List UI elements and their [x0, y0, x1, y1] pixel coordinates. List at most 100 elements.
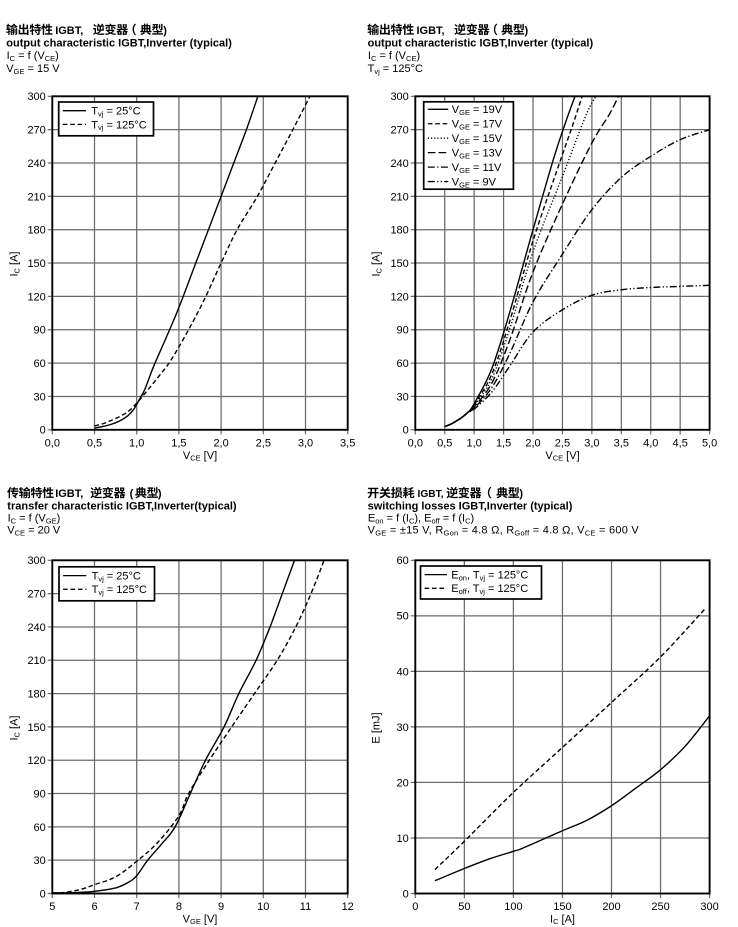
svg-text:IC [A]: IC [A]: [9, 252, 22, 277]
svg-text:9: 9: [218, 901, 224, 913]
svg-text:60: 60: [34, 358, 46, 370]
svg-text:0,0: 0,0: [45, 437, 60, 449]
svg-text:0: 0: [40, 425, 46, 437]
svg-text:IGBT,: IGBT,: [55, 25, 83, 37]
svg-text:IC [A]: IC [A]: [9, 716, 22, 741]
svg-text:3,0: 3,0: [298, 437, 313, 449]
svg-text:VGE [V]: VGE [V]: [183, 913, 218, 926]
svg-text:output characteristic IGBT,Inv: output characteristic IGBT,Inverter (typ…: [6, 37, 232, 49]
svg-text:output characteristic IGBT,Inv: output characteristic IGBT,Inverter (typ…: [368, 37, 594, 49]
svg-text:10: 10: [397, 833, 409, 845]
svg-text:4,0: 4,0: [643, 437, 658, 449]
svg-text:2,5: 2,5: [555, 437, 570, 449]
svg-text:300: 300: [27, 91, 45, 103]
svg-text:270: 270: [27, 589, 45, 601]
svg-text:300: 300: [27, 555, 45, 567]
svg-text:10: 10: [257, 901, 269, 913]
svg-text:5: 5: [49, 901, 55, 913]
svg-text:5,0: 5,0: [702, 437, 717, 449]
svg-text:120: 120: [390, 291, 408, 303]
svg-text:VGE = 19V: VGE = 19V: [452, 104, 503, 117]
svg-text:100: 100: [504, 901, 522, 913]
svg-text:Eoff, Tvj = 125°C: Eoff, Tvj = 125°C: [451, 583, 528, 596]
svg-text:VGE = 9V: VGE = 9V: [452, 176, 497, 189]
svg-text:240: 240: [27, 622, 45, 634]
svg-text:200: 200: [602, 901, 620, 913]
svg-text:2,0: 2,0: [525, 437, 540, 449]
svg-text:90: 90: [397, 325, 409, 337]
svg-text:VGE = 15V: VGE = 15V: [452, 133, 503, 146]
svg-text:VGE = 15 V: VGE = 15 V: [6, 63, 60, 76]
svg-text:7: 7: [134, 901, 140, 913]
svg-text:20: 20: [397, 777, 409, 789]
svg-text:8: 8: [176, 901, 182, 913]
svg-text:0: 0: [403, 425, 409, 437]
svg-text:0: 0: [40, 888, 46, 900]
svg-text:0,5: 0,5: [87, 437, 102, 449]
svg-text:switching losses IGBT,Inverte: switching losses IGBT,Inverter (typical): [368, 500, 573, 512]
svg-text:VGE = 17V: VGE = 17V: [452, 119, 503, 132]
svg-text:0: 0: [412, 901, 418, 913]
svg-text:): ): [519, 488, 523, 500]
svg-text:): ): [158, 488, 162, 500]
svg-text:VGE = 13V: VGE = 13V: [452, 148, 503, 161]
svg-text:11: 11: [300, 901, 311, 913]
svg-text:VCE = 20 V: VCE = 20 V: [7, 525, 61, 538]
svg-text:270: 270: [27, 125, 45, 137]
svg-text:90: 90: [34, 325, 46, 337]
svg-text:60: 60: [34, 822, 46, 834]
svg-text:2,0: 2,0: [213, 437, 228, 449]
svg-text:240: 240: [27, 158, 45, 170]
svg-text:IC [A]: IC [A]: [371, 252, 384, 277]
svg-text:3,0: 3,0: [584, 437, 599, 449]
svg-text:50: 50: [458, 901, 470, 913]
svg-text:VGE = ±15 V, RGon = 4.8 Ω, RGo: VGE = ±15 V, RGon = 4.8 Ω, RGoff = 4.8 Ω…: [368, 525, 640, 538]
svg-text:IC [A]: IC [A]: [550, 913, 575, 926]
svg-text:60: 60: [397, 358, 409, 370]
svg-text:30: 30: [397, 391, 409, 403]
svg-text:2,5: 2,5: [256, 437, 271, 449]
svg-text:Eon, Tvj = 125°C: Eon, Tvj = 125°C: [451, 570, 528, 583]
svg-text:150: 150: [390, 258, 408, 270]
svg-text:30: 30: [34, 855, 46, 867]
svg-text:): ): [163, 25, 167, 37]
svg-text:3,5: 3,5: [614, 437, 629, 449]
svg-text:90: 90: [34, 788, 46, 800]
svg-text:E [mJ]: E [mJ]: [371, 712, 383, 743]
svg-text:IC = f (VGE): IC = f (VGE): [8, 513, 61, 526]
svg-text:300: 300: [390, 91, 408, 103]
svg-text:0,0: 0,0: [408, 437, 423, 449]
svg-text:150: 150: [553, 901, 571, 913]
svg-text:300: 300: [700, 901, 718, 913]
svg-text:3,5: 3,5: [340, 437, 355, 449]
svg-text:1,5: 1,5: [496, 437, 511, 449]
svg-text:Tvj = 125°C: Tvj = 125°C: [92, 584, 147, 597]
svg-text:210: 210: [27, 655, 45, 667]
svg-text:IGBT,: IGBT,: [55, 488, 83, 500]
svg-text:(: (: [130, 488, 134, 500]
svg-text:IGBT,: IGBT,: [418, 489, 444, 500]
svg-text:4,5: 4,5: [673, 437, 688, 449]
svg-text:150: 150: [27, 722, 45, 734]
svg-text:210: 210: [27, 191, 45, 203]
svg-text:30: 30: [34, 391, 46, 403]
svg-text:240: 240: [390, 158, 408, 170]
svg-text:transfer characteristic IGBT,: transfer characteristic IGBT,Inverter(ty…: [7, 500, 237, 512]
svg-text:VCE [V]: VCE [V]: [545, 450, 579, 463]
svg-text:Eon = f (IC), Eoff = f (IC): Eon = f (IC), Eoff = f (IC): [368, 513, 474, 526]
svg-text:Tvj = 125°C: Tvj = 125°C: [91, 119, 146, 132]
svg-text:): ): [525, 25, 529, 37]
svg-text:150: 150: [27, 258, 45, 270]
svg-text:250: 250: [651, 901, 669, 913]
svg-text:180: 180: [27, 688, 45, 700]
svg-text:VCE [V]: VCE [V]: [183, 450, 217, 463]
svg-text:40: 40: [397, 666, 409, 678]
svg-text:Tvj = 25°C: Tvj = 25°C: [92, 571, 141, 584]
svg-text:IC = f (VCE): IC = f (VCE): [7, 50, 59, 63]
svg-text:1,5: 1,5: [171, 437, 186, 449]
svg-text:60: 60: [397, 555, 409, 567]
svg-text:IC = f (VCE): IC = f (VCE): [368, 50, 420, 63]
svg-text:180: 180: [390, 225, 408, 237]
svg-text:120: 120: [27, 755, 45, 767]
svg-text:30: 30: [397, 722, 409, 734]
